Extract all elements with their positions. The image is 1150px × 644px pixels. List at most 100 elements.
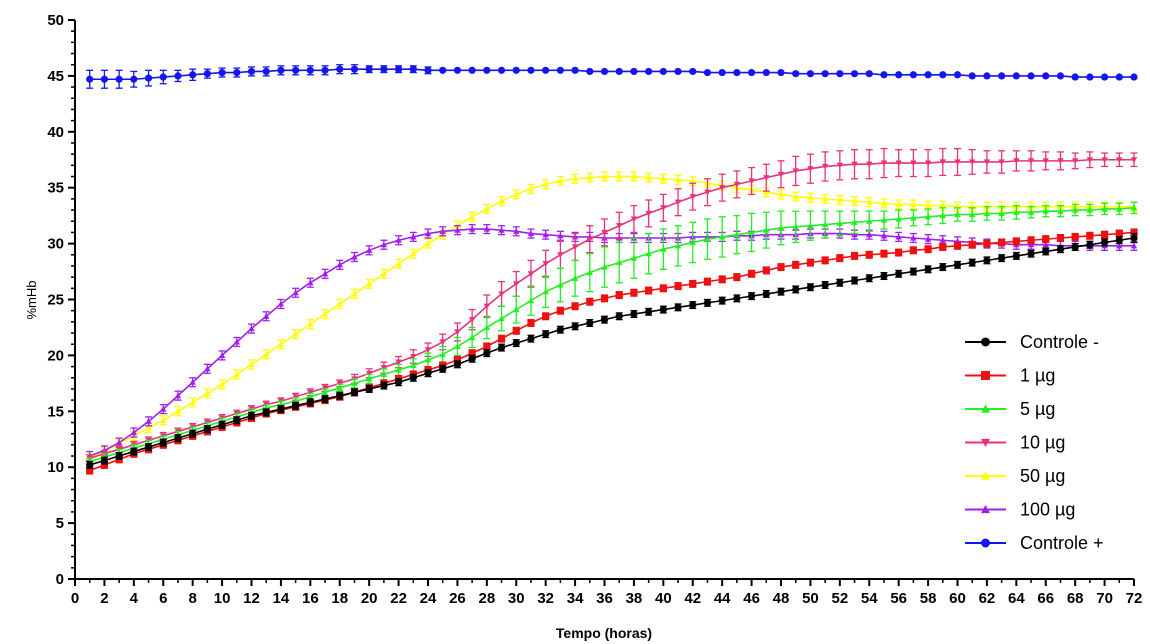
data-point	[983, 72, 991, 80]
data-point	[571, 322, 579, 330]
data-point	[453, 360, 462, 368]
data-point	[909, 267, 917, 276]
x-tick-label: 24	[420, 590, 437, 607]
data-point	[880, 200, 888, 206]
data-point	[851, 231, 858, 238]
data-point	[203, 425, 211, 433]
data-point	[248, 361, 255, 367]
data-point	[527, 230, 535, 237]
data-point	[689, 194, 696, 200]
y-tick-label: 25	[47, 292, 64, 309]
legend-marker	[981, 505, 990, 514]
data-point	[660, 205, 667, 212]
legend-label: 10 µg	[1020, 433, 1065, 453]
data-point	[394, 378, 403, 386]
data-point	[1027, 250, 1035, 258]
data-point	[704, 189, 711, 196]
data-point	[1101, 157, 1108, 163]
y-tick-label: 20	[47, 347, 64, 364]
data-point	[777, 263, 785, 271]
data-point	[909, 71, 917, 79]
x-tick-label: 14	[273, 590, 290, 607]
data-point	[924, 202, 932, 209]
data-point	[939, 71, 947, 79]
data-point	[600, 67, 609, 76]
data-point	[968, 72, 976, 80]
data-point	[468, 317, 476, 323]
x-tick-label: 2	[100, 590, 108, 607]
data-point	[777, 288, 785, 296]
data-point	[910, 214, 917, 221]
data-point	[483, 303, 491, 310]
data-point	[601, 229, 608, 236]
data-point	[865, 274, 873, 282]
data-point	[924, 160, 932, 167]
data-point	[189, 71, 197, 79]
data-point	[365, 247, 373, 253]
data-point	[703, 299, 712, 307]
data-point	[483, 324, 491, 331]
data-point	[218, 381, 226, 388]
data-point	[174, 392, 182, 399]
data-point	[410, 353, 417, 360]
data-point	[557, 281, 564, 288]
data-point	[1042, 207, 1049, 214]
data-point	[821, 195, 829, 202]
data-point	[586, 236, 593, 243]
data-point	[1027, 158, 1035, 165]
data-point	[321, 385, 329, 392]
data-point	[307, 389, 314, 396]
x-tick-label: 40	[655, 590, 672, 607]
data-point	[1056, 245, 1065, 253]
data-point	[792, 168, 799, 175]
data-point	[380, 365, 388, 371]
data-point	[527, 185, 535, 192]
data-point	[939, 263, 947, 271]
data-point	[571, 175, 579, 182]
data-point	[189, 399, 196, 405]
legend-marker	[981, 538, 990, 548]
data-point	[424, 356, 432, 363]
data-point	[247, 412, 256, 420]
data-point	[263, 351, 270, 357]
data-point	[1086, 157, 1094, 163]
data-point	[380, 65, 388, 73]
data-point	[160, 417, 167, 423]
x-tick-label: 50	[802, 590, 819, 607]
data-point	[910, 234, 917, 241]
data-point	[733, 294, 741, 302]
data-point	[1115, 73, 1123, 81]
data-point	[468, 355, 476, 363]
data-point	[1013, 158, 1020, 165]
data-point	[439, 339, 446, 346]
data-point	[557, 232, 564, 239]
data-point	[542, 288, 549, 295]
data-point	[1071, 158, 1079, 165]
data-point	[571, 244, 579, 251]
legend-marker	[981, 404, 990, 413]
data-point	[1130, 234, 1138, 242]
data-point	[645, 174, 652, 181]
data-point	[645, 210, 652, 217]
data-point	[616, 259, 623, 266]
data-point	[630, 289, 638, 297]
data-point	[792, 70, 800, 78]
data-point	[306, 398, 314, 406]
legend-item: 1 µg	[965, 366, 1055, 386]
data-point	[718, 68, 726, 77]
data-point	[115, 75, 123, 83]
x-tick-label: 54	[861, 590, 878, 607]
data-point	[498, 315, 505, 322]
x-tick-label: 32	[537, 590, 554, 607]
data-point	[939, 159, 946, 166]
data-point	[895, 248, 903, 257]
data-point	[615, 67, 623, 76]
data-point	[100, 456, 109, 465]
data-point	[674, 67, 682, 76]
data-point	[424, 347, 432, 354]
data-point	[600, 294, 609, 302]
data-point	[1130, 228, 1138, 237]
x-tick-label: 30	[508, 590, 525, 607]
data-point	[777, 191, 785, 197]
legend-item: 10 µg	[965, 433, 1065, 453]
